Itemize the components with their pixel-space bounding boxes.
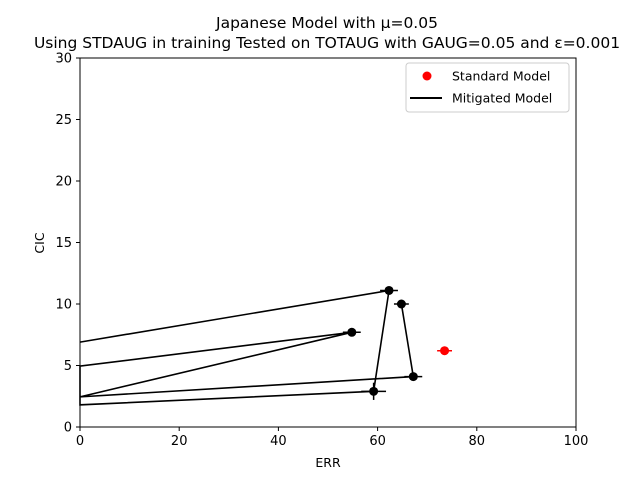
y-tick-label-1: 5: [64, 359, 72, 374]
chart-title-line-2: Using STDAUG in training Tested on TOTAU…: [34, 34, 620, 52]
x-tick-label-1: 20: [171, 434, 188, 449]
x-tick-label-5: 100: [564, 434, 589, 449]
x-axis-label: ERR: [315, 455, 341, 470]
x-tick-label-0: 0: [76, 434, 84, 449]
x-tick-label-2: 40: [270, 434, 287, 449]
mitigated-model-point-7: [408, 372, 418, 382]
legend-label-standard-model: Standard Model: [452, 69, 550, 84]
y-tick-label-5: 25: [55, 113, 72, 128]
standard-model-point-0: [440, 346, 450, 356]
mitigated-model-point-1: [384, 285, 394, 295]
y-tick-label-6: 30: [55, 52, 72, 67]
legend-frame: [405, 62, 570, 113]
y-tick-label-4: 20: [55, 175, 72, 190]
axes: 0 20 40 60 80 100 0 5 10 15 20 25 30: [55, 52, 588, 450]
mitigated-model-point-5: [347, 327, 357, 337]
x-tick-label-3: 60: [369, 434, 386, 449]
mitigated-model-point-8: [396, 299, 406, 309]
y-tick-label-3: 15: [55, 236, 72, 251]
legend: Standard Model Mitigated Model: [405, 62, 570, 113]
y-tick-label-2: 10: [55, 298, 72, 313]
mitigated-model-line: [79, 289, 415, 406]
legend-label-mitigated-model: Mitigated Model: [452, 91, 552, 106]
mitigated-model-point-2: [369, 386, 379, 396]
x-tick-label-4: 80: [469, 434, 486, 449]
y-tick-label-0: 0: [64, 421, 72, 436]
chart-title-line-1: Japanese Model with μ=0.05: [215, 14, 438, 32]
plot-area: [79, 285, 452, 406]
legend-marker-standard-model: [422, 71, 432, 81]
axes-frame: [79, 57, 577, 428]
y-axis-label: CIC: [32, 232, 47, 253]
